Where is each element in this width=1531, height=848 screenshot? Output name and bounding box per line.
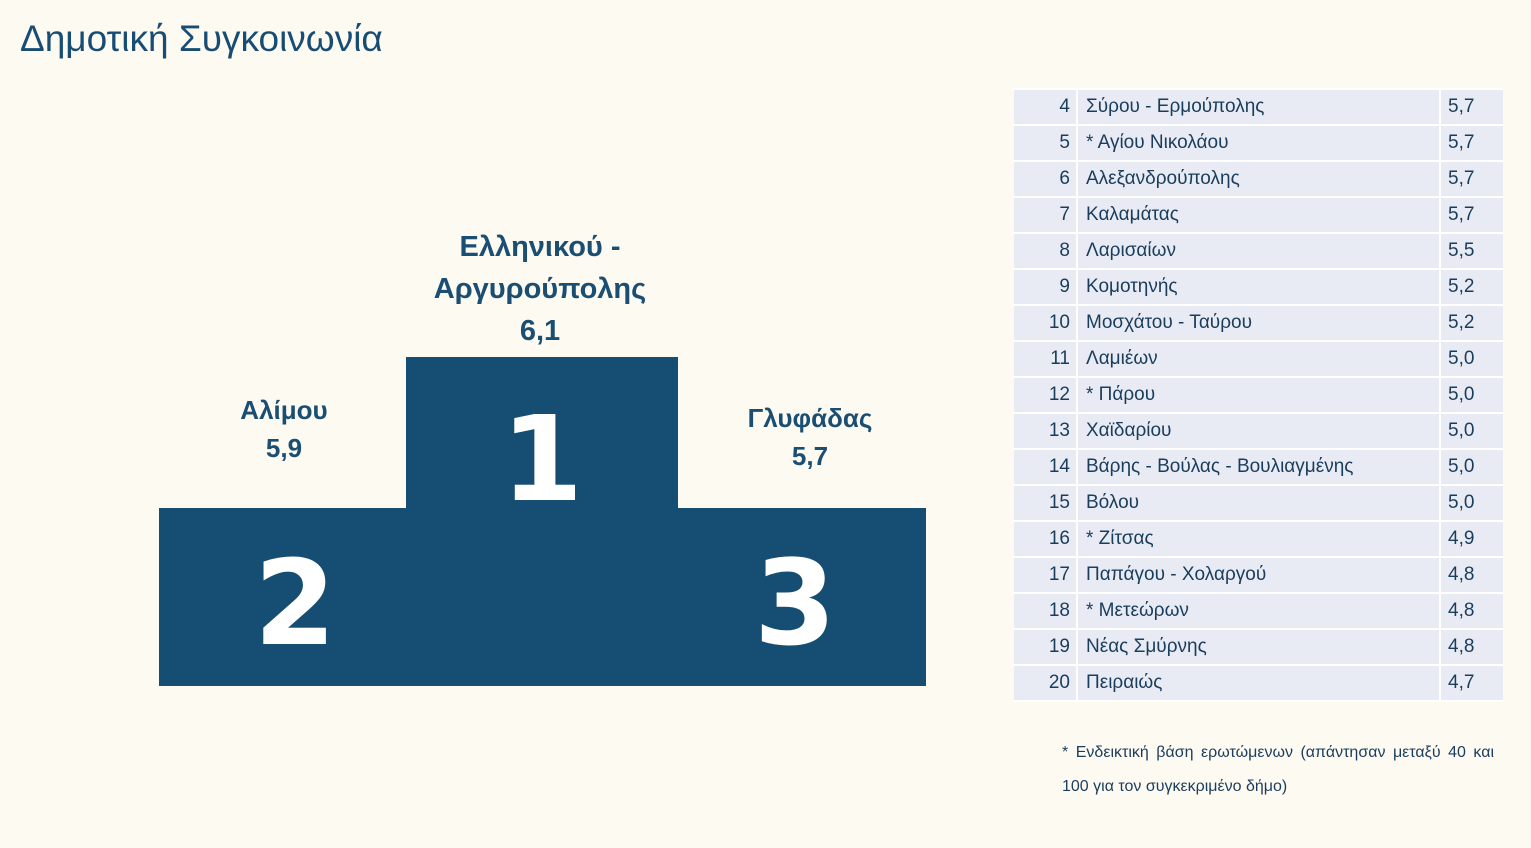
podium-rank-first: 1 <box>500 390 584 528</box>
podium-score-third: 5,7 <box>791 440 829 471</box>
podium-name-first-line1: Ελληνικού - <box>459 231 621 263</box>
table-cell-name: Πειραιώς <box>1077 664 1441 702</box>
table-cell-score: 5,7 <box>1440 160 1503 198</box>
table-cell-rank: 17 <box>1014 556 1078 594</box>
table-row: 10 Μοσχάτου - Ταύρου 5,2 <box>1014 304 1503 342</box>
table-cell-score: 5,0 <box>1440 340 1503 378</box>
table-cell-score: 5,0 <box>1440 448 1503 486</box>
table-cell-score: 5,2 <box>1440 268 1503 306</box>
table-row: 9 Κομοτηνής 5,2 <box>1014 268 1503 306</box>
table-cell-name: Βάρης - Βούλας - Βουλιαγμένης <box>1077 448 1441 486</box>
table-row: 16 * Ζίτσας 4,9 <box>1014 520 1503 558</box>
table-cell-score: 4,8 <box>1440 556 1503 594</box>
podium-block-second <box>159 508 409 686</box>
table-cell-rank: 15 <box>1014 484 1078 522</box>
table-cell-name: * Ζίτσας <box>1077 520 1441 558</box>
table-row: 5 * Αγίου Νικολάου 5,7 <box>1014 124 1503 162</box>
table-cell-rank: 16 <box>1014 520 1078 558</box>
table-row: 18 * Μετεώρων 4,8 <box>1014 592 1503 630</box>
table-row: 20 Πειραιώς 4,7 <box>1014 664 1503 702</box>
table-cell-rank: 8 <box>1014 232 1078 270</box>
table-row: 17 Παπάγου - Χολαργού 4,8 <box>1014 556 1503 594</box>
table-cell-name: Κομοτηνής <box>1077 268 1441 306</box>
table-cell-score: 5,7 <box>1440 88 1503 126</box>
podium-label-third: Γλυφάδας 5,7 <box>700 400 920 475</box>
table-cell-rank: 20 <box>1014 664 1078 702</box>
table-row: 7 Καλαμάτας 5,7 <box>1014 196 1503 234</box>
table-cell-score: 4,9 <box>1440 520 1503 558</box>
table-row: 8 Λαρισαίων 5,5 <box>1014 232 1503 270</box>
table-cell-name: Βόλου <box>1077 484 1441 522</box>
page-title: Δημοτική Συγκοινωνία <box>20 18 383 59</box>
table-cell-score: 5,7 <box>1440 196 1503 234</box>
ranking-table: 4 Σύρου - Ερμούπολης 5,7 5 * Αγίου Νικολάου 5… <box>1014 88 1503 702</box>
table-cell-score: 5,0 <box>1440 412 1503 450</box>
table-cell-name: * Αγίου Νικολάου <box>1077 124 1441 162</box>
podium: 1 2 3 Ελληνικού - Αργυρούπολης 6,1 Αλίμο… <box>159 226 926 686</box>
podium-rank-second: 2 <box>253 534 337 672</box>
table-cell-rank: 14 <box>1014 448 1078 486</box>
table-row: 12 * Πάρου 5,0 <box>1014 376 1503 414</box>
table-cell-score: 4,7 <box>1440 664 1503 702</box>
table-cell-score: 5,2 <box>1440 304 1503 342</box>
table-cell-name: Νέας Σμύρνης <box>1077 628 1441 666</box>
table-row: 13 Χαϊδαρίου 5,0 <box>1014 412 1503 450</box>
table-cell-rank: 7 <box>1014 196 1078 234</box>
podium-name-third: Γλυφάδας <box>747 403 873 433</box>
table-row: 11 Λαμιέων 5,0 <box>1014 340 1503 378</box>
table-cell-name: * Μετεώρων <box>1077 592 1441 630</box>
table-cell-rank: 13 <box>1014 412 1078 450</box>
table-cell-score: 5,0 <box>1440 484 1503 522</box>
table-row: 14 Βάρης - Βούλας - Βουλιαγμένης 5,0 <box>1014 448 1503 486</box>
ranking-table-body: 4 Σύρου - Ερμούπολης 5,7 5 * Αγίου Νικολάου 5… <box>1014 88 1503 702</box>
podium-label-second: Αλίμου 5,9 <box>184 392 384 467</box>
table-cell-score: 4,8 <box>1440 592 1503 630</box>
table-cell-name: Λαμιέων <box>1077 340 1441 378</box>
table-row: 15 Βόλου 5,0 <box>1014 484 1503 522</box>
table-cell-name: Χαϊδαρίου <box>1077 412 1441 450</box>
podium-score-first: 6,1 <box>519 315 561 348</box>
table-cell-name: Λαρισαίων <box>1077 232 1441 270</box>
table-cell-rank: 4 <box>1014 88 1078 126</box>
table-cell-name: Σύρου - Ερμούπολης <box>1077 88 1441 126</box>
podium-block-third <box>676 508 926 686</box>
table-row: 19 Νέας Σμύρνης 4,8 <box>1014 628 1503 666</box>
table-cell-rank: 18 <box>1014 592 1078 630</box>
table-cell-rank: 5 <box>1014 124 1078 162</box>
table-cell-rank: 11 <box>1014 340 1078 378</box>
table-cell-name: Μοσχάτου - Ταύρου <box>1077 304 1441 342</box>
podium-score-second: 5,9 <box>265 432 303 463</box>
table-cell-rank: 12 <box>1014 376 1078 414</box>
table-cell-score: 5,5 <box>1440 232 1503 270</box>
podium-name-first-line2: Αργυρούπολης <box>433 273 647 306</box>
table-cell-rank: 9 <box>1014 268 1078 306</box>
podium-label-first: Ελληνικού - Αργυρούπολης 6,1 <box>390 226 690 352</box>
table-row: 6 Αλεξανδρούπολης 5,7 <box>1014 160 1503 198</box>
table-cell-name: * Πάρου <box>1077 376 1441 414</box>
table-cell-rank: 6 <box>1014 160 1078 198</box>
table-row: 4 Σύρου - Ερμούπολης 5,7 <box>1014 88 1503 126</box>
table-cell-name: Παπάγου - Χολαργού <box>1077 556 1441 594</box>
table-cell-name: Καλαμάτας <box>1077 196 1441 234</box>
table-cell-score: 5,7 <box>1440 124 1503 162</box>
table-cell-rank: 19 <box>1014 628 1078 666</box>
table-cell-name: Αλεξανδρούπολης <box>1077 160 1441 198</box>
podium-block-first <box>406 357 678 686</box>
table-cell-rank: 10 <box>1014 304 1078 342</box>
table-cell-score: 4,8 <box>1440 628 1503 666</box>
footnote: * Ενδεικτική βάση ερωτώμενων (απάντησαν … <box>1062 744 1494 795</box>
podium-name-second: Αλίμου <box>240 395 328 425</box>
table-cell-score: 5,0 <box>1440 376 1503 414</box>
podium-rank-third: 3 <box>753 534 837 672</box>
